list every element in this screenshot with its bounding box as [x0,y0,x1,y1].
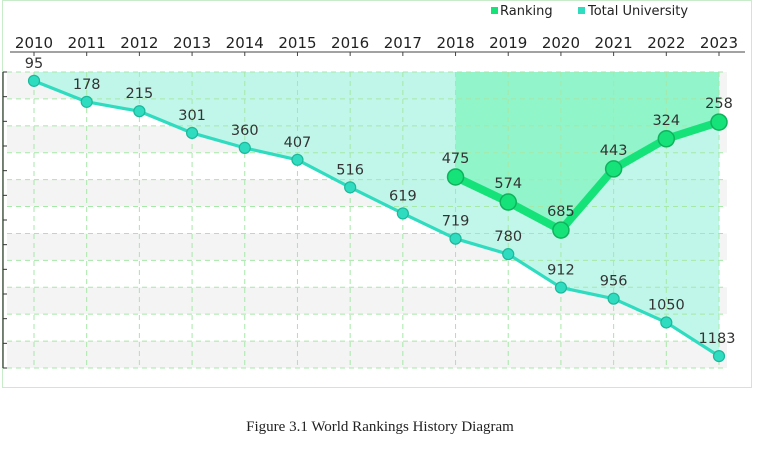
x-tick-label: 2019 [489,34,527,52]
x-tick-label: 2012 [120,34,158,52]
total-university-data-label: 956 [600,274,628,290]
ranking-point [552,221,570,239]
total-university-data-label: 516 [336,162,364,178]
total-university-data-label: 1050 [648,297,685,313]
total-university-point [27,74,41,87]
total-university-point [344,181,357,194]
legend-label-ranking: Ranking [500,4,553,19]
total-university-data-label: 780 [494,229,522,245]
legend-swatch-total-university [578,7,585,14]
total-university-data-label: 301 [178,108,206,124]
total-university-data-label: 912 [547,263,575,279]
ranking-area [455,72,719,231]
total-university-point [238,141,251,154]
total-university-data-label: 407 [284,135,312,151]
total-university-point [449,232,462,245]
ranking-point [710,113,728,131]
ranking-point [499,193,517,211]
rankings-line-chart: 2010 2011 2012 2013 2014 2015 2016 2017 2018 2019… [2,4,745,369]
total-university-data-label: 215 [126,86,154,102]
total-university-point [502,248,515,261]
background-band [7,341,727,368]
x-tick-label: 2023 [700,34,738,52]
ranking-data-label: 475 [442,151,470,167]
legend-swatch-ranking [491,7,498,14]
x-tick-label: 2017 [384,34,422,52]
total-university-data-label: 719 [442,214,470,230]
ranking-line [451,118,723,235]
background-band [7,314,727,342]
total-university-point [80,95,93,108]
ranking-point [604,160,623,178]
ranking-data-label: 443 [600,143,628,159]
legend-label-total-university: Total University [587,4,688,19]
total-university-point [607,292,620,305]
x-tick-label: 2013 [173,34,211,52]
total-university-point [660,316,673,329]
total-university-point [712,350,726,363]
total-university-point [133,105,146,118]
total-university-data-label: 360 [231,123,259,139]
figure-caption: Figure 3.1 World Rankings History Diagra… [246,419,514,435]
x-tick-label: 2020 [542,34,580,52]
ranking-data-label: 324 [652,113,680,129]
x-tick-label: 2022 [647,34,685,52]
ranking-data-label: 685 [547,204,575,220]
total-university-data-label: 178 [73,77,101,93]
ranking-data-label: 574 [494,176,522,192]
total-university-point [554,281,568,294]
total-university-point [291,153,304,166]
ranking-point [446,168,465,186]
total-university-point [396,207,409,220]
x-tick-label: 2011 [68,34,106,52]
x-tick-label: 2010 [15,34,53,52]
total-university-line [33,79,720,358]
x-tick-label: 2016 [331,34,369,52]
total-university-data-label: 95 [25,56,43,72]
total-university-data-label: 619 [389,188,417,204]
ranking-point [657,130,676,148]
x-tick-label: 2015 [278,34,316,52]
x-tick-label: 2018 [436,34,474,52]
ranking-data-label: 258 [705,96,733,112]
x-tick-label: 2014 [226,34,264,52]
total-university-data-label: 1183 [699,331,736,347]
total-university-point [185,126,199,140]
x-tick-label: 2021 [595,34,633,52]
